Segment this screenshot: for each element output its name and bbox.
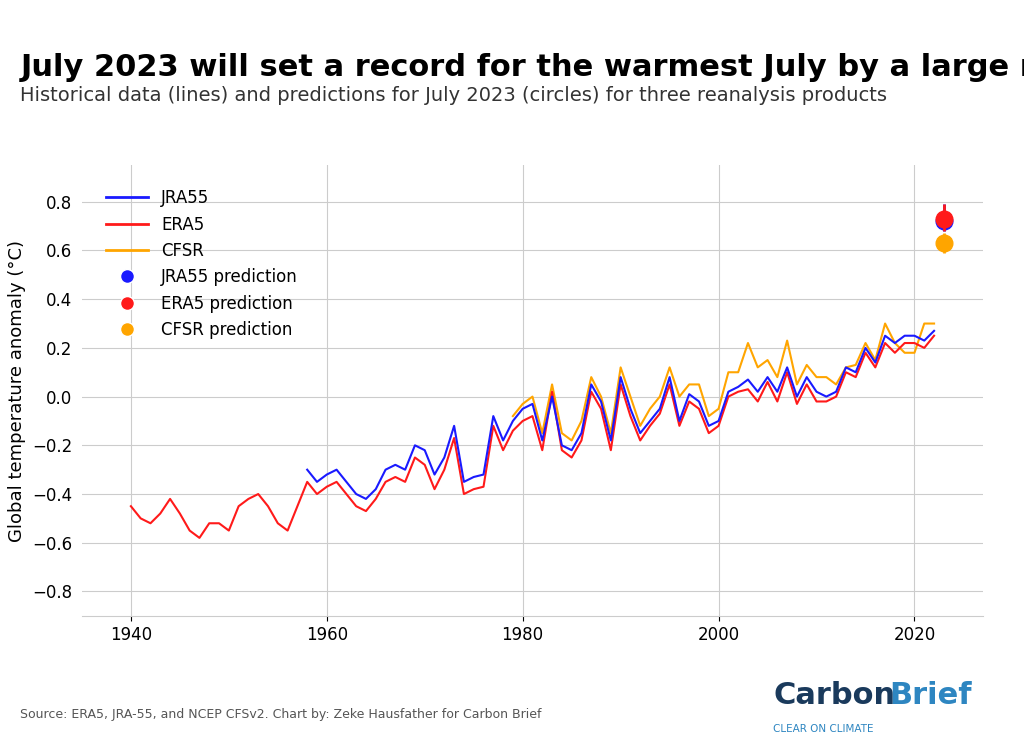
- Text: CLEAR ON CLIMATE: CLEAR ON CLIMATE: [773, 725, 873, 734]
- Text: July 2023 will set a record for the warmest July by a large margin: July 2023 will set a record for the warm…: [20, 53, 1024, 82]
- Text: Brief: Brief: [889, 680, 972, 710]
- Legend: JRA55, ERA5, CFSR, JRA55 prediction, ERA5 prediction, CFSR prediction: JRA55, ERA5, CFSR, JRA55 prediction, ERA…: [99, 182, 304, 345]
- Text: Source: ERA5, JRA-55, and NCEP CFSv2. Chart by: Zeke Hausfather for Carbon Brief: Source: ERA5, JRA-55, and NCEP CFSv2. Ch…: [20, 708, 542, 721]
- Text: Carbon: Carbon: [773, 680, 895, 710]
- Text: Historical data (lines) and predictions for July 2023 (circles) for three reanal: Historical data (lines) and predictions …: [20, 86, 888, 105]
- Y-axis label: Global temperature anomaly (°C): Global temperature anomaly (°C): [8, 240, 27, 541]
